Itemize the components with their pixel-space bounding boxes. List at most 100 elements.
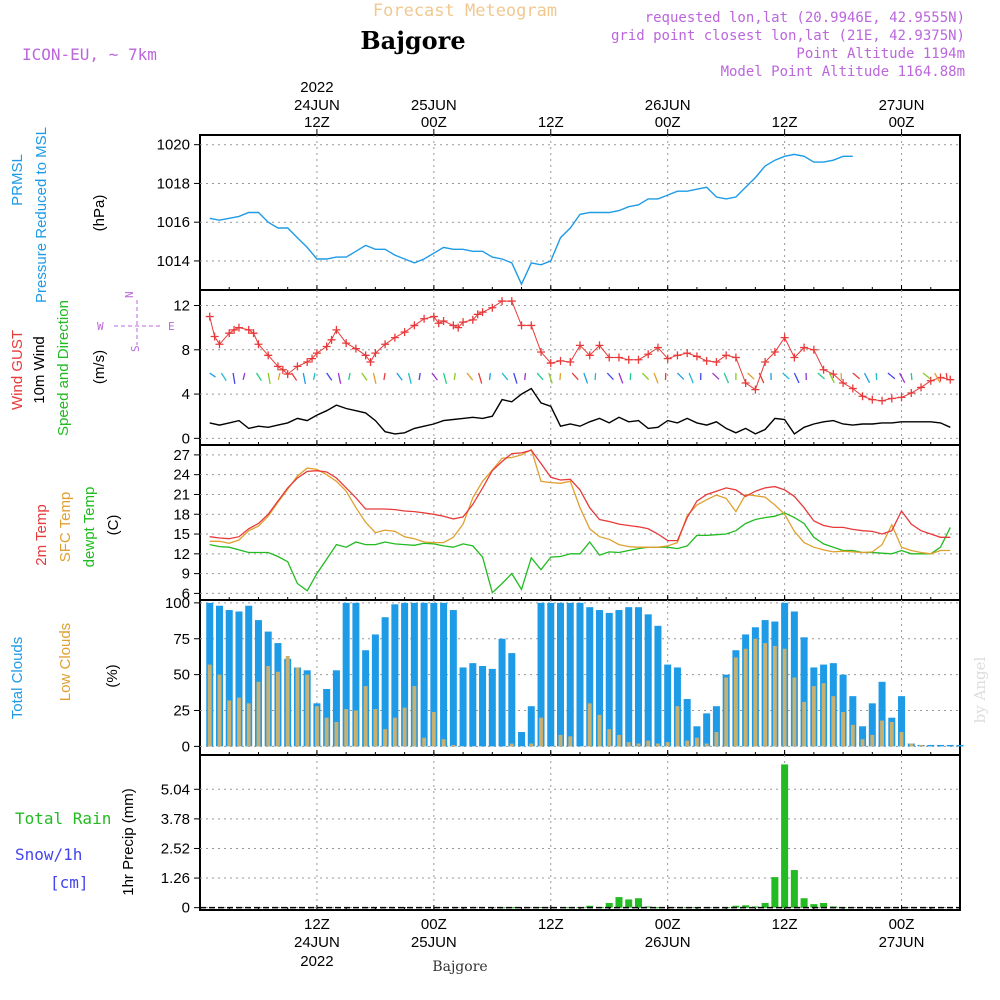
wind-gust-marker: [371, 349, 380, 358]
low-cloud-bar: [782, 648, 787, 747]
low-cloud-bar: [305, 674, 310, 747]
top-time-label: 12Z: [304, 114, 330, 131]
total-cloud-bar: [654, 625, 662, 747]
wind-gust-marker: [917, 383, 926, 392]
wind-frame: [199, 289, 961, 446]
wind-gust-marker: [410, 321, 419, 330]
total-cloud-bar: [644, 614, 652, 747]
rain-bar: [625, 899, 633, 908]
wind-gust-marker: [342, 339, 351, 348]
total-cloud-bar: [342, 602, 350, 747]
pressure-ytick-label: 1018: [157, 175, 190, 192]
wind-gust-marker: [225, 329, 234, 338]
wind-ytick-label: 12: [173, 298, 190, 315]
low-cloud-bar: [753, 638, 758, 747]
low-clouds-label: Low Clouds: [57, 623, 74, 701]
wind-direction-arrow: [372, 372, 377, 384]
wind-ytick-label: 0: [182, 430, 190, 447]
wind-gust-marker: [249, 329, 258, 338]
total-cloud-bar: [800, 637, 808, 747]
bottom-time-label: 27JUN: [879, 934, 925, 951]
wind-gust-marker: [498, 297, 507, 306]
low-cloud-bar: [246, 703, 251, 747]
total-cloud-bar: [381, 617, 389, 747]
total-clouds-label: Total Clouds: [9, 637, 26, 720]
wind-direction-arrow: [676, 372, 685, 380]
wind-direction-arrow: [641, 372, 650, 380]
low-cloud-bar: [636, 743, 641, 747]
wind-gust-marker: [420, 314, 429, 323]
wind-direction-arrow: [793, 372, 800, 384]
wind-gust-marker: [839, 379, 848, 387]
wind-gust-marker: [254, 340, 263, 349]
low-cloud-bar: [694, 737, 699, 747]
total-cloud-bar: [508, 653, 516, 747]
total-cloud-bar: [703, 713, 711, 747]
low-cloud-bar: [860, 739, 865, 747]
low-cloud-bar: [821, 683, 826, 747]
low-cloud-bar: [841, 711, 846, 747]
low-cloud-bar: [334, 721, 339, 747]
wind-gust-marker: [303, 357, 312, 366]
wind-direction-arrow: [478, 372, 483, 384]
wind-gust-marker: [283, 370, 292, 379]
total-cloud-bar: [527, 706, 535, 747]
total-cloud-bar: [557, 602, 565, 747]
wind-gust-marker: [761, 357, 770, 366]
bottom-time-label: 12Z: [772, 916, 798, 933]
low-cloud-bar: [587, 703, 592, 747]
prmsl-label: PRMSL: [9, 154, 26, 206]
wind-gust-marker: [722, 351, 731, 360]
top-time-label: 27JUN: [879, 97, 925, 114]
low-cloud-bar: [266, 666, 271, 747]
wind-gust-marker: [907, 388, 916, 397]
total-cloud-bar: [420, 602, 428, 747]
wind-gust-marker: [400, 328, 409, 337]
wind-direction-arrow: [453, 372, 456, 381]
model-point-altitude: Model Point Altitude 1164.88m: [721, 64, 965, 80]
footer-location: Bajgore: [432, 959, 487, 975]
wind-gust-marker: [644, 350, 653, 359]
compass-w: W: [97, 320, 104, 333]
wind-direction-arrow: [431, 372, 438, 381]
top-time-label: 25JUN: [411, 97, 457, 114]
wind-gust-marker: [366, 357, 375, 366]
temperature-ytick-label: 9: [182, 566, 190, 583]
low-cloud-bar: [763, 643, 768, 747]
precip-frame: [199, 754, 961, 911]
wind-gust-marker: [809, 345, 818, 354]
wind-gust-marker: [595, 341, 604, 350]
wind-gust-marker: [312, 349, 321, 358]
snow-unit: [cm]: [50, 873, 89, 892]
low-cloud-bar: [207, 664, 212, 747]
wind-gust-marker: [517, 321, 526, 330]
low-cloud-bar: [792, 677, 797, 747]
wind-direction-arrow: [442, 372, 448, 384]
temperature-ytick-label: 18: [173, 506, 190, 523]
location-title: Bajgore: [360, 26, 465, 55]
rain-bar: [771, 877, 779, 908]
wind-gust-marker: [653, 343, 662, 352]
wind-gust-marker: [790, 353, 799, 362]
total-cloud-bar: [693, 726, 701, 747]
clouds-ytick-label: 0: [182, 738, 190, 755]
wind-gust-marker: [454, 323, 463, 332]
total-cloud-bar: [410, 602, 418, 747]
rain-bar: [605, 902, 613, 908]
wind-direction-arrow: [501, 372, 509, 381]
wind-gust-marker: [264, 351, 273, 360]
total-cloud-bar: [449, 610, 457, 747]
rain-bar: [742, 905, 750, 908]
low-cloud-bar: [314, 706, 319, 747]
precip-ytick-label: 0: [182, 900, 190, 917]
low-cloud-bar: [743, 648, 748, 747]
low-cloud-bar: [441, 739, 446, 747]
clouds-ytick-label: 100: [165, 595, 190, 612]
wind-direction-arrow: [255, 372, 262, 381]
wind-direction-arrow: [758, 372, 765, 384]
wind-gust-marker: [634, 355, 643, 364]
low-cloud-bar: [256, 681, 261, 747]
total-cloud-bar: [537, 602, 545, 747]
temperature-ytick-label: 24: [173, 467, 190, 484]
